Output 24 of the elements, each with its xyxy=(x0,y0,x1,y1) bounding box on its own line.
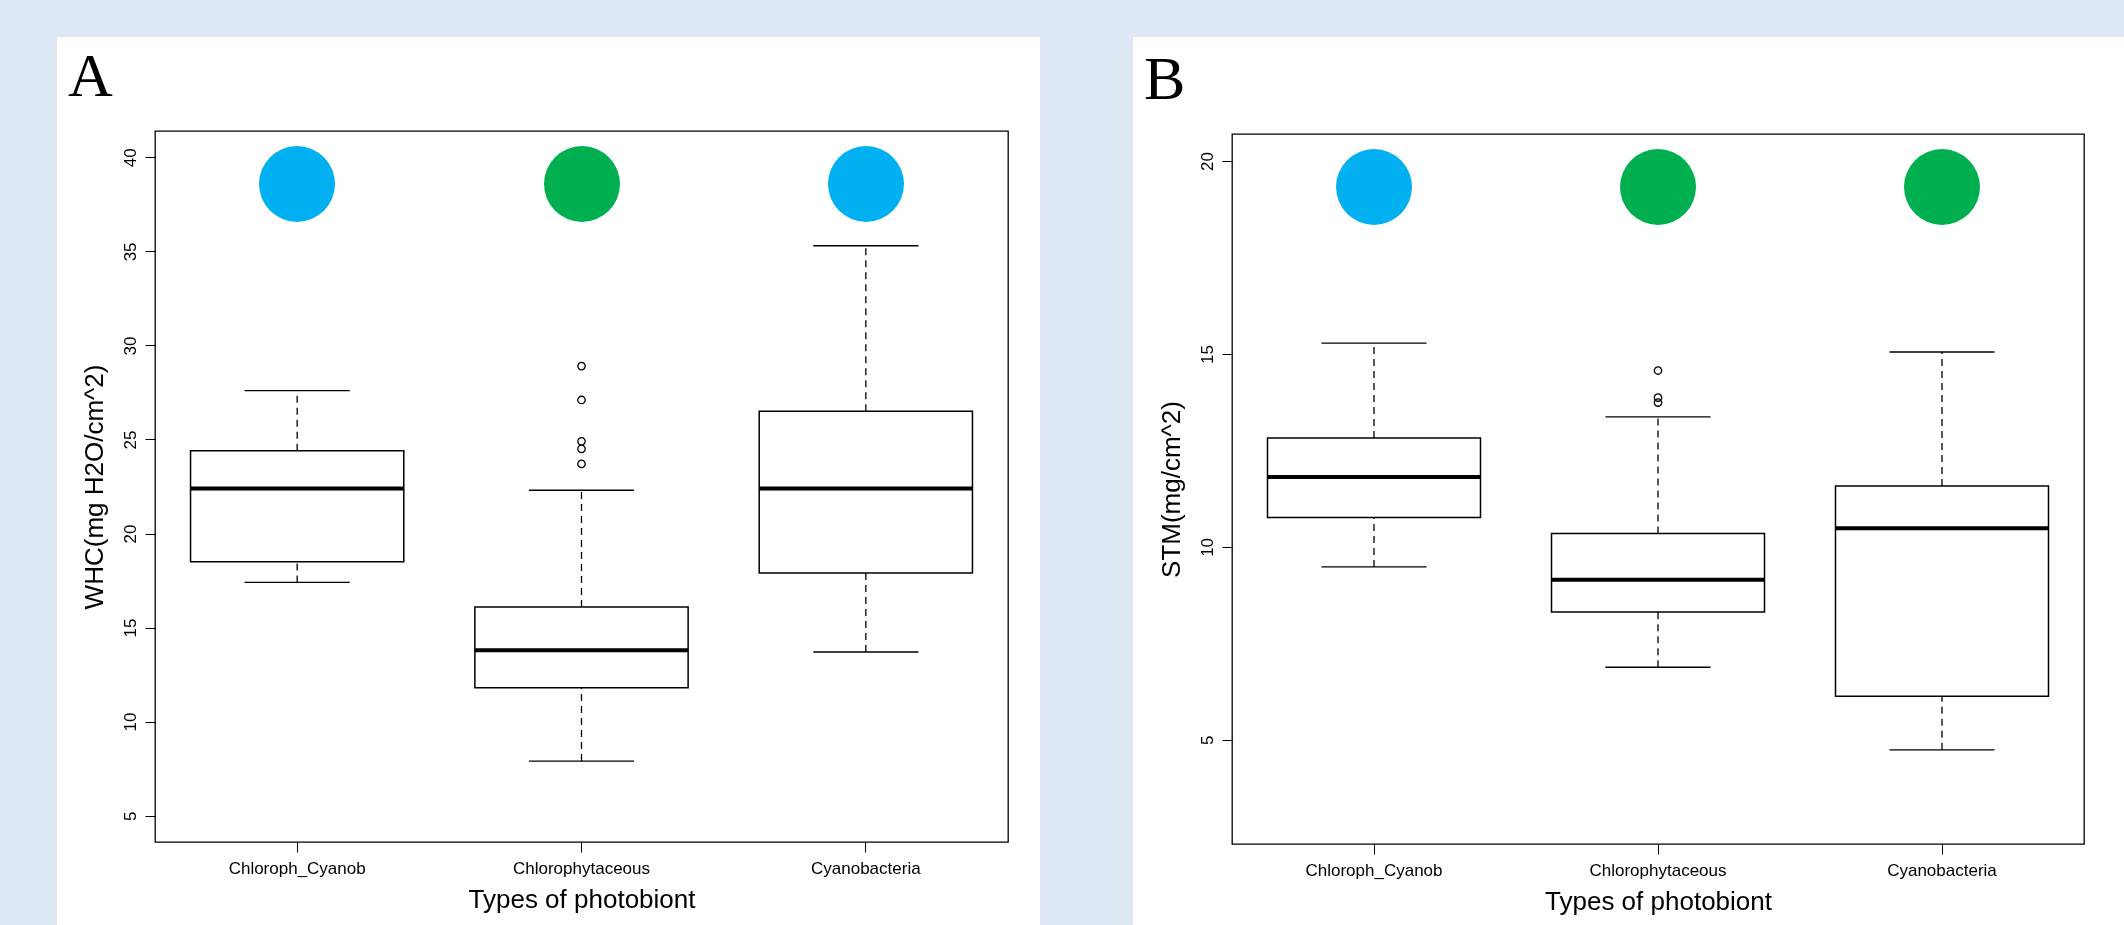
y-tick-label: 30 xyxy=(120,336,140,356)
chart-title: A xyxy=(68,41,113,109)
x-tick-label: Cyanobacteria xyxy=(1887,860,1998,880)
chart-title: B xyxy=(1144,44,1186,112)
y-tick-label: 5 xyxy=(1197,735,1217,746)
x-tick-label: Cyanobacteria xyxy=(811,858,922,878)
y-tick-label: 20 xyxy=(1197,152,1217,171)
y-tick-label: 25 xyxy=(120,430,140,450)
y-axis-title: STM(mg/cm^2) xyxy=(1155,401,1186,578)
x-tick-label: Chloroph_Cyanob xyxy=(228,858,366,878)
y-tick-label: 15 xyxy=(1197,344,1217,364)
y-tick-label: 35 xyxy=(120,242,140,262)
x-tick-label: Chlorophytaceous xyxy=(512,858,651,878)
y-axis-title: WHC(mg H2O/cm^2) xyxy=(78,364,109,610)
x-axis-title: Types of photobiont xyxy=(1545,885,1773,916)
x-axis-title: Types of photobiont xyxy=(468,883,697,914)
y-tick-label: 5 xyxy=(120,811,140,821)
y-tick-label: 10 xyxy=(1197,537,1217,557)
x-tick-label: Chloroph_Cyanob xyxy=(1305,860,1443,880)
y-tick-label: 40 xyxy=(120,148,140,168)
y-tick-label: 10 xyxy=(120,712,140,732)
y-tick-label: 20 xyxy=(120,524,140,544)
y-tick-label: 15 xyxy=(120,618,140,638)
x-tick-label: Chlorophytaceous xyxy=(1589,860,1727,880)
